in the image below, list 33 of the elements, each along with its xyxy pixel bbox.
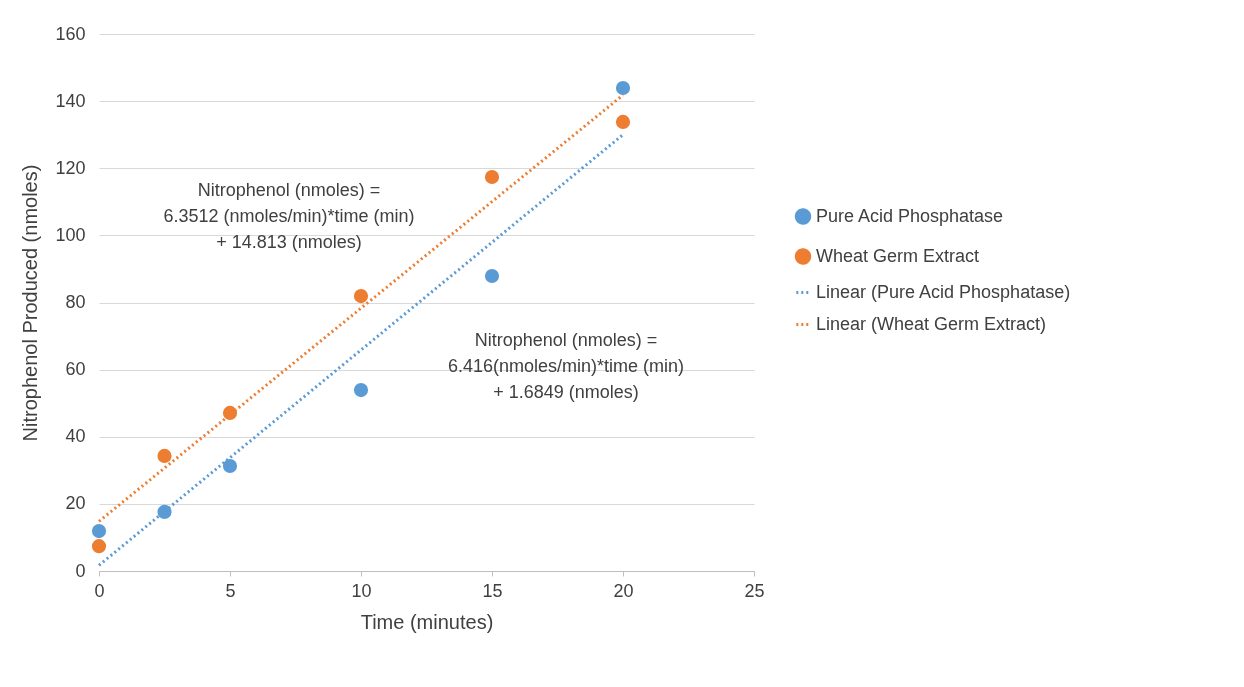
y-tick-label: 0: [75, 560, 86, 581]
point: [157, 448, 172, 463]
legend-label: Wheat Germ Extract: [816, 245, 980, 266]
y-tick-label: 40: [65, 426, 86, 447]
point: [222, 458, 238, 474]
x-tick-label: 10: [351, 580, 372, 601]
point: [615, 114, 631, 129]
point: [353, 289, 369, 304]
y-tick-label: 20: [65, 493, 86, 514]
x-tick-label: 15: [482, 580, 503, 601]
y-tick-label: 100: [55, 224, 86, 245]
point: [615, 80, 631, 96]
point: [484, 169, 500, 185]
y-axis-title: Nitrophenol Produced (nmoles): [19, 164, 42, 442]
y-tick-label: 120: [55, 157, 86, 178]
point: [91, 524, 107, 539]
annotation: Nitrophenol (nmoles) = 6.416(nmoles/min)*time (min) + 1.6849 (nmoles): [447, 330, 685, 402]
y-tick-label: 60: [65, 359, 86, 380]
legend-label: Pure Acid Phosphatase: [816, 205, 1004, 226]
legend-label: Linear (Pure Acid Phosphatase): [816, 281, 1071, 302]
x-tick-label: 0: [94, 580, 105, 601]
point: [484, 268, 500, 284]
legend-label: Linear (Wheat Germ Extract): [816, 313, 1047, 334]
point: [353, 383, 369, 398]
y-tick-label: 80: [65, 292, 86, 312]
y-tick-label: 140: [55, 90, 86, 111]
x-axis-title: Time (minutes): [360, 610, 494, 633]
x-tick-label: 20: [613, 580, 634, 601]
x-tick-label: 25: [744, 580, 765, 601]
x-tick-label: 5: [225, 580, 236, 601]
point: [91, 539, 107, 554]
y-tick-label: 160: [55, 23, 86, 44]
annotation: Nitrophenol (nmoles) = 6.3512 (nmoles/min)*time (min) + 14.813 (nmoles): [163, 180, 415, 252]
